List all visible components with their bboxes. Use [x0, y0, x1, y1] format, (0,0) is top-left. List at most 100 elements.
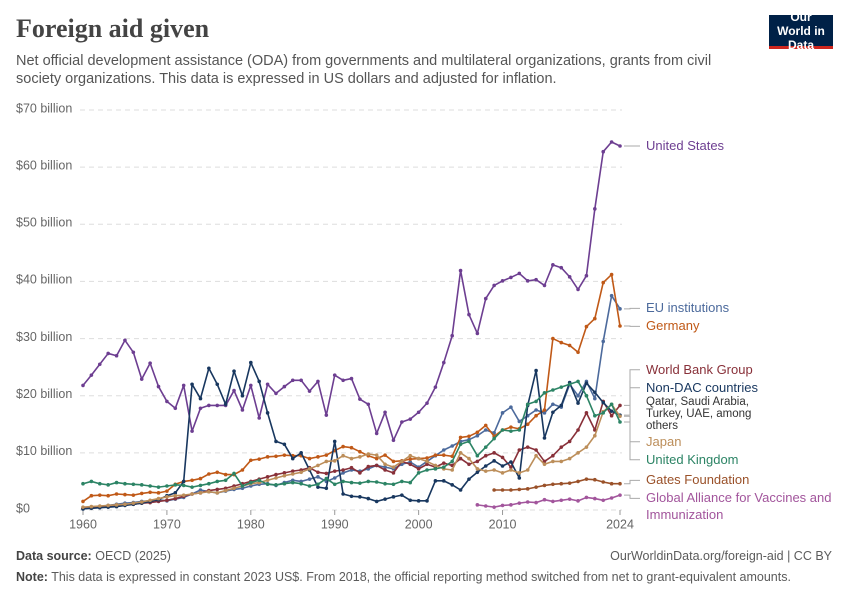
- legend-label[interactable]: Japan: [646, 433, 682, 449]
- point: [332, 459, 337, 463]
- point: [567, 343, 572, 348]
- legend-label[interactable]: EU institutions: [646, 300, 730, 316]
- point: [517, 501, 522, 505]
- legend-entry[interactable]: Global Alliance for Vaccines and Immuniz…: [646, 489, 836, 523]
- point: [282, 481, 287, 486]
- point: [576, 479, 580, 484]
- point: [173, 496, 178, 501]
- point: [458, 488, 463, 492]
- legend-label[interactable]: United States: [646, 138, 725, 153]
- point: [215, 403, 220, 408]
- point: [383, 481, 387, 486]
- legend-label[interactable]: World Bank Group: [646, 361, 753, 377]
- point: [509, 425, 513, 429]
- point: [609, 496, 614, 500]
- point: [416, 499, 421, 503]
- point: [215, 487, 220, 492]
- legend-label[interactable]: Germany: [646, 318, 700, 334]
- point: [190, 429, 194, 433]
- point: [341, 479, 345, 484]
- point: [450, 444, 454, 448]
- point: [341, 492, 345, 496]
- point: [316, 379, 320, 384]
- point: [358, 455, 362, 459]
- point: [374, 463, 379, 468]
- point: [240, 408, 245, 412]
- point: [551, 410, 555, 415]
- point: [215, 470, 220, 475]
- point: [593, 207, 597, 211]
- point: [416, 467, 421, 471]
- legend-entry[interactable]: Japan: [646, 433, 836, 450]
- point: [240, 393, 245, 398]
- point: [425, 459, 429, 464]
- x-tick-label: 2000: [405, 517, 433, 531]
- point: [156, 384, 161, 389]
- point: [559, 265, 564, 270]
- legend-entry[interactable]: World Bank Group: [646, 361, 836, 378]
- point: [307, 477, 312, 481]
- legend-entry[interactable]: Non-DAC countries Qatar, Saudi Arabia, Tu…: [646, 379, 836, 432]
- point: [517, 428, 522, 432]
- legend-entry[interactable]: Gates Foundation: [646, 471, 836, 488]
- point: [97, 362, 102, 367]
- x-tick-label: 1970: [153, 517, 181, 531]
- point: [525, 487, 530, 491]
- leader-line: [624, 421, 640, 461]
- legend-label[interactable]: Gates Foundation: [646, 472, 750, 488]
- point: [274, 483, 278, 487]
- point: [324, 413, 329, 417]
- point: [593, 413, 597, 418]
- point: [618, 481, 622, 486]
- point: [123, 492, 127, 497]
- point: [307, 484, 312, 488]
- point: [215, 491, 220, 495]
- point: [542, 411, 547, 415]
- point: [274, 391, 278, 396]
- point: [383, 410, 387, 415]
- point: [232, 486, 236, 491]
- legend-entry[interactable]: United States: [646, 137, 836, 154]
- url[interactable]: OurWorldinData.org/foreign-aid | CC BY: [610, 549, 832, 563]
- point: [366, 479, 371, 484]
- point: [593, 477, 597, 482]
- y-tick-label: $60 billion: [16, 158, 72, 172]
- point: [181, 479, 186, 484]
- point: [324, 453, 329, 457]
- point: [584, 324, 589, 329]
- point: [517, 476, 522, 480]
- point: [81, 383, 85, 388]
- point: [257, 416, 262, 420]
- legend-entry[interactable]: Germany: [646, 317, 836, 334]
- point: [324, 476, 329, 481]
- legend-label[interactable]: United Kingdom: [646, 451, 739, 467]
- point: [567, 382, 572, 387]
- series: [81, 140, 622, 443]
- point: [500, 471, 505, 475]
- y-tick-label: $20 billion: [16, 387, 72, 401]
- point: [483, 453, 488, 458]
- point: [593, 390, 597, 395]
- point: [408, 480, 413, 485]
- point: [584, 411, 589, 415]
- legend-entry[interactable]: United Kingdom: [646, 451, 836, 468]
- source-text[interactable]: OECD (2025): [95, 549, 171, 563]
- legend-entry[interactable]: EU institutions: [646, 299, 836, 316]
- point: [576, 393, 580, 398]
- legend-label[interactable]: Global Alliance for Vaccines and Immuniz…: [646, 490, 832, 523]
- point: [525, 279, 530, 283]
- point: [609, 413, 614, 418]
- point: [123, 338, 127, 343]
- legend-label[interactable]: Non-DAC countries: [646, 379, 758, 395]
- point: [391, 495, 396, 499]
- x-tick-label: 1960: [69, 517, 97, 531]
- point: [408, 453, 413, 458]
- point: [148, 361, 152, 365]
- y-tick-label: $70 billion: [16, 101, 72, 115]
- point: [341, 468, 345, 472]
- point: [534, 277, 538, 282]
- leader-line: [624, 387, 640, 416]
- point: [223, 402, 228, 407]
- point: [559, 445, 564, 449]
- point: [316, 455, 320, 459]
